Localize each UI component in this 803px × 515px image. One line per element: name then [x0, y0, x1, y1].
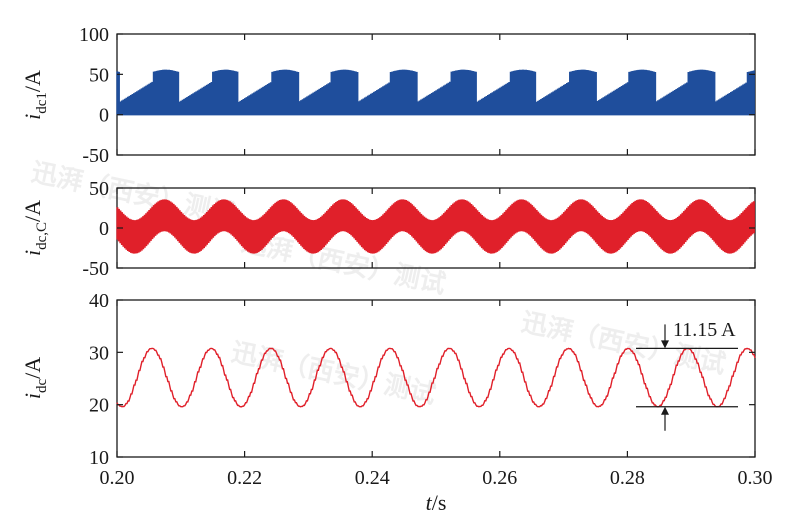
- series-idcC-line: [116, 199, 755, 254]
- y-tick-label: 100: [79, 24, 109, 46]
- panel-idc: 40 30 20 10 idc/A 11.15 A: [20, 290, 756, 469]
- x-tick-label: 0.28: [610, 467, 645, 489]
- x-tick-label: 0.22: [227, 467, 262, 489]
- y-tick-label: 20: [89, 395, 109, 417]
- y-tick-label: 10: [89, 447, 109, 469]
- y-tick-label: 0: [99, 105, 109, 127]
- series-idc1-line: [116, 69, 755, 116]
- panel-idcC-yticks: 50 0 -50: [82, 178, 755, 280]
- panel-idc1-ylabel: idc1/A: [20, 70, 50, 120]
- ripple-annotation: 11.15 A: [636, 319, 738, 431]
- panel-idc1-series: [116, 69, 755, 116]
- panel-idc-ylabel: idc/A: [20, 357, 50, 399]
- y-tick-label: 40: [89, 290, 109, 312]
- x-axis-ticks: 0.20 0.22 0.24 0.26 0.28 0.30: [100, 34, 773, 489]
- x-tick-label: 0.20: [100, 467, 135, 489]
- y-tick-label: 30: [89, 342, 109, 364]
- panel-idcC-series: [116, 199, 755, 254]
- x-tick-label: 0.30: [738, 467, 773, 489]
- panel-idc-series: [116, 347, 756, 408]
- panel-idc-frame: [116, 299, 756, 458]
- x-tick-label: 0.26: [482, 467, 517, 489]
- y-tick-label: 50: [89, 64, 109, 86]
- panel-idcC: 50 0 -50 idc,C/A: [20, 178, 756, 280]
- panel-idc-yticks: 40 30 20 10: [89, 290, 755, 469]
- y-tick-label: 0: [99, 218, 109, 240]
- annotation-up-arrowhead: [661, 406, 669, 415]
- y-tick-label: 50: [89, 178, 109, 200]
- panel-idcC-ylabel: idc,C/A: [20, 200, 50, 256]
- watermark-text: 迅湃（西安）测试: [229, 338, 439, 411]
- annotation-text: 11.15 A: [673, 319, 736, 341]
- annotation-down-arrowhead: [661, 340, 669, 349]
- y-tick-label: -50: [82, 258, 109, 280]
- x-axis-label: t/s: [426, 490, 447, 515]
- y-tick-label: -50: [82, 145, 109, 167]
- x-tick-label: 0.24: [355, 467, 390, 489]
- panel-idc1-yticks: 100 50 0 -50: [79, 24, 755, 167]
- series-idc-line: [116, 347, 756, 408]
- panel-idc1: 100 50 0 -50 idc1/A: [20, 24, 756, 167]
